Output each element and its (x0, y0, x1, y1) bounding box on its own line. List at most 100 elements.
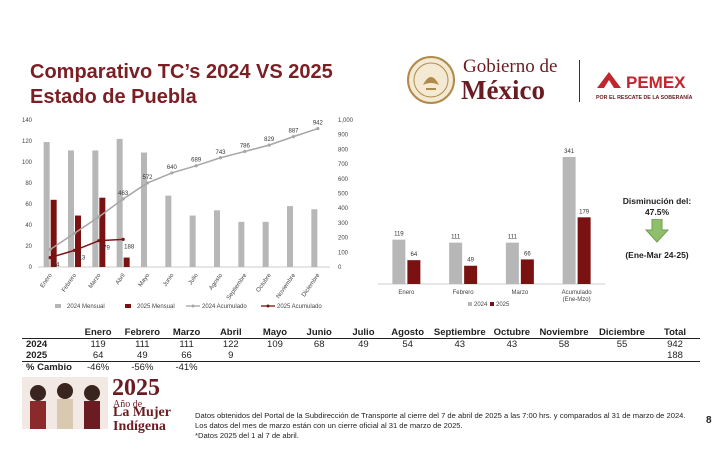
x-tick-label: Noviembre (276, 272, 298, 300)
acumulado-2024-point (243, 149, 247, 154)
acumulado-2024-point (291, 135, 296, 139)
page-title: Comparativo TC’s 2024 VS 2025 (30, 61, 333, 83)
legend-swatch (490, 302, 494, 306)
table-cell (386, 362, 430, 374)
table-cell: 58 (534, 338, 594, 350)
table-header-cell: Total (650, 327, 700, 339)
y-tick-left: 60 (25, 202, 32, 208)
x-tick-label: Septiembre (226, 272, 249, 301)
y-tick-right: 100 (338, 250, 349, 256)
legend-label: 2024 Acumulado (202, 304, 247, 310)
acumulado-2024-point (316, 126, 320, 131)
bar-2024 (392, 239, 406, 284)
table-cell (534, 362, 594, 374)
acumulado-2025-point (121, 237, 125, 241)
x-tick-label: Marzo (88, 272, 103, 290)
x-tick-label: Agosto (209, 272, 225, 291)
table-cell (341, 350, 386, 362)
table-cell (253, 362, 297, 374)
y-tick-right: 0 (338, 265, 342, 271)
acumulado-2025-line (49, 238, 124, 259)
x-tick-label: Acumulado (562, 290, 593, 296)
table-header-cell: Octubre (489, 327, 534, 339)
page-number: 8 (706, 415, 712, 426)
value-label-2024: 111 (451, 235, 461, 241)
table-cell: 119 (76, 338, 121, 350)
mexico-seal-icon (406, 55, 456, 105)
table-cell: 942 (650, 338, 700, 350)
down-arrow-icon (644, 218, 670, 248)
table-cell: 55 (594, 338, 650, 350)
table-cell: -56% (131, 362, 154, 373)
table-cell: 188 (650, 350, 700, 362)
acumulado-2024-label: 829 (264, 137, 275, 143)
table-cell: 43 (489, 338, 534, 350)
table-row-label: 2024 (22, 338, 76, 350)
y-tick-right: 600 (338, 177, 349, 183)
x-tick-label: Marzo (512, 290, 529, 296)
x-tick-label: Febrero (61, 272, 78, 293)
table-cell: 9 (208, 350, 253, 362)
data-table: Enero Febrero Marzo Abril Mayo Junio Julio Agos… (22, 327, 700, 373)
value-label-2025: 179 (579, 209, 590, 215)
table-header-cell: Julio (341, 327, 386, 339)
bar-2024-mensual (116, 138, 123, 267)
y-tick-right: 900 (338, 133, 349, 139)
bar-2024 (562, 156, 576, 284)
table-cell: 66 (164, 350, 209, 362)
table-header-cell: Agosto (385, 327, 430, 339)
acumulado-2024-label: 572 (142, 175, 153, 181)
legend-label: 2024 (474, 302, 488, 308)
acumulado-2024-point (72, 231, 77, 235)
table-cell: 111 (164, 338, 209, 350)
value-label-2024: 119 (394, 232, 404, 238)
pemex-tagline: POR EL RESCATE DE LA SOBERANÍA (596, 95, 693, 101)
x-tick-label: Abril (115, 273, 127, 286)
badge-line3: Indígena (113, 419, 166, 434)
y-tick-left: 40 (25, 223, 32, 229)
table-row: 2024 119 111 111 122 109 68 49 54 43 43 58 55 942 (22, 338, 700, 350)
legend-label: 2025 (496, 302, 510, 308)
table-cell: 54 (385, 338, 430, 350)
table-cell: 111 (120, 338, 165, 350)
decrease-period: (Ene-Mar 24-25) (625, 250, 689, 260)
badge-year: 2025 (112, 375, 160, 401)
y-tick-right: 300 (338, 221, 349, 227)
x-tick-label: Mayo (138, 272, 152, 288)
bar-2024-mensual (311, 209, 318, 267)
badge-line2: La Mujer (113, 405, 171, 420)
bar-2024-mensual (92, 150, 99, 267)
table-cell (385, 350, 430, 362)
y-tick-left: 100 (22, 160, 33, 166)
value-label-2025: 66 (524, 251, 531, 257)
table-cell: -41% (175, 362, 198, 373)
acumulado-2024-label: 786 (240, 143, 251, 149)
bar-2025 (577, 217, 591, 284)
acumulado-2024-label: 942 (313, 121, 324, 127)
bar-2025 (464, 265, 478, 284)
legend-label: 2024 Mensual (67, 304, 105, 310)
table-header-cell: Abril (208, 327, 253, 339)
acumulado-2024-point (218, 156, 223, 160)
bar-2025-mensual (123, 257, 130, 267)
acumulado-2024-label: 887 (288, 129, 299, 135)
legend-swatch (468, 302, 472, 306)
table-cell (489, 350, 534, 362)
y-tick-left: 120 (22, 139, 33, 145)
gobierno-line2: México (461, 75, 545, 105)
value-label-2025: 49 (467, 258, 474, 264)
table-cell: 49 (120, 350, 165, 362)
bar-2024-mensual (68, 150, 74, 267)
monthly-chart: 0 20 40 60 80 100 120 140 0 100 200 300 400 500 600 700… (22, 118, 354, 310)
logo-divider (579, 60, 580, 102)
table-cell (209, 362, 253, 374)
table-header-cell (22, 327, 76, 339)
acumulado-2024-label: 689 (191, 158, 202, 164)
table-header-cell: Diciembre (594, 327, 650, 339)
acumulado-2024-line (49, 127, 319, 251)
acumulado-2024-label: 463 (118, 191, 129, 197)
women-illustration-icon (22, 377, 108, 429)
table-cell: 43 (429, 338, 490, 350)
table-cell: -46% (87, 362, 110, 373)
pemex-eagle-icon (595, 68, 623, 92)
